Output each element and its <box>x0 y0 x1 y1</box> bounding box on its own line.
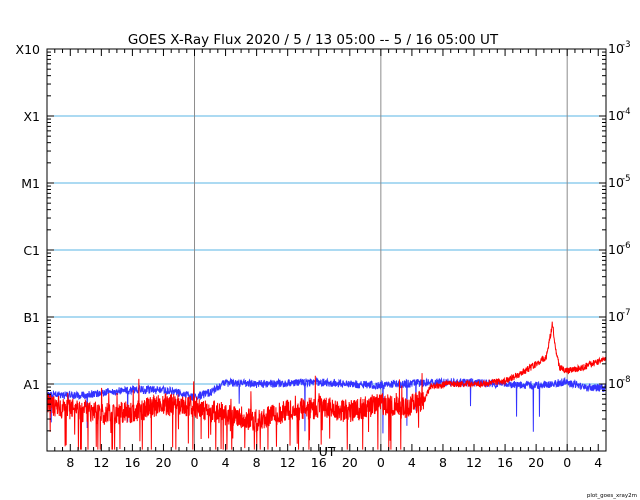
tick-layer <box>47 49 606 452</box>
x-tick-label: 8 <box>253 455 261 470</box>
flux-label-exponent: -3 <box>622 40 630 50</box>
x-tick-label: 12 <box>466 455 482 470</box>
class-label-x1: X1 <box>23 109 40 124</box>
flux-label-exponent: -8 <box>622 375 630 385</box>
x-tick-label: 0 <box>191 455 199 470</box>
x-tick-label: 20 <box>342 455 358 470</box>
flux-label-base: 10 <box>608 376 624 391</box>
x-tick-label: 12 <box>93 455 109 470</box>
class-label-b1: B1 <box>23 310 40 325</box>
class-label-c1: C1 <box>23 243 40 258</box>
credit-text: plot_goes_xray2m <box>587 493 637 499</box>
flux-label-base: 10 <box>608 309 624 324</box>
flux-label-exponent: -5 <box>622 174 630 184</box>
x-tick-label: 8 <box>439 455 447 470</box>
x-tick-label: 0 <box>563 455 571 470</box>
x-tick-label: 4 <box>222 455 230 470</box>
x-tick-label: 0 <box>377 455 385 470</box>
x-tick-label: 16 <box>311 455 327 470</box>
label-layer: 8 12 16 20 0 4 8 12 16 20 0 4 8 12 16 20 0 4 X10 X1 M1 C1 B1 A1… <box>16 40 631 470</box>
x-tick-label: 16 <box>124 455 140 470</box>
flux-label-base: 10 <box>608 242 624 257</box>
flux-label-base: 10 <box>608 175 624 190</box>
x-tick-label: 20 <box>528 455 544 470</box>
class-label-m1: M1 <box>21 176 40 191</box>
series-long-channel-line <box>46 321 607 450</box>
chart-title: GOES X-Ray Flux 2020 / 5 / 13 05:00 -- 5… <box>128 32 499 48</box>
class-label-x10: X10 <box>16 42 41 57</box>
x-axis-label: UT <box>319 444 336 459</box>
x-tick-label: 4 <box>408 455 416 470</box>
series-layer <box>46 321 607 450</box>
x-tick-label: 4 <box>594 455 602 470</box>
x-tick-label: 8 <box>66 455 74 470</box>
flux-label-exponent: -4 <box>622 107 630 117</box>
flux-label-exponent: -7 <box>622 308 630 318</box>
class-label-a1: A1 <box>23 377 40 392</box>
x-tick-label: 12 <box>280 455 296 470</box>
flux-label-exponent: -6 <box>622 241 630 251</box>
flux-label-base: 10 <box>608 108 624 123</box>
x-tick-label: 16 <box>497 455 513 470</box>
flux-label-base: 10 <box>608 41 624 56</box>
x-tick-label: 20 <box>156 455 172 470</box>
series-short-channel-line <box>46 376 607 434</box>
